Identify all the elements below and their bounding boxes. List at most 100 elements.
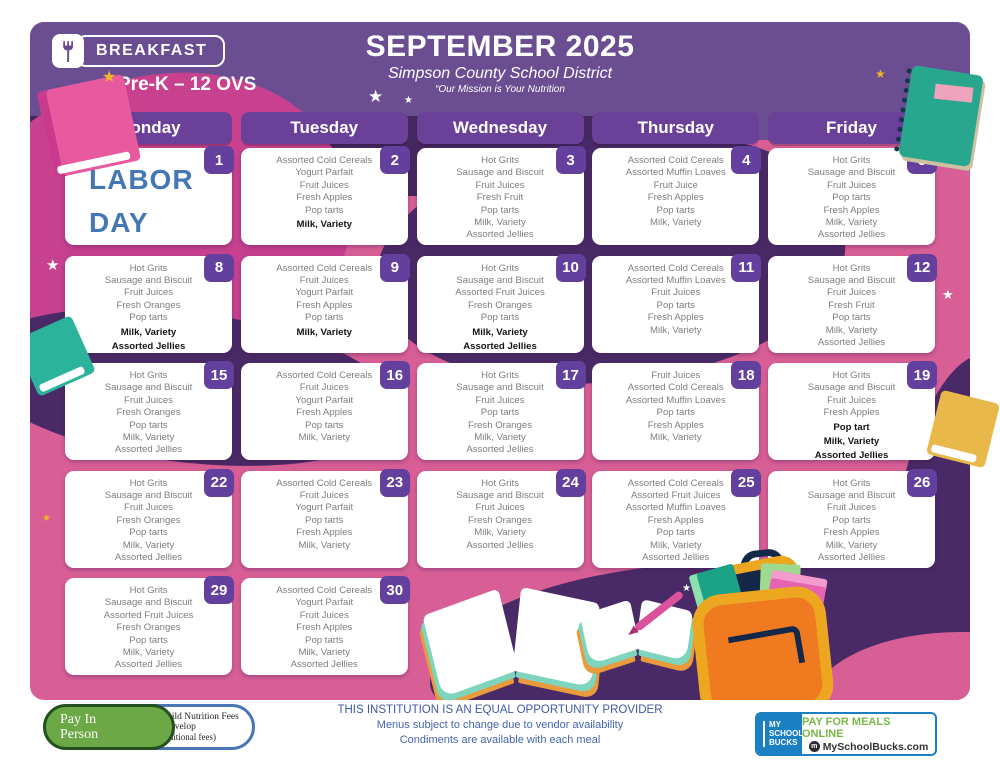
menu-items: Assorted Cold Cereals Assorted Muffin Loa…	[592, 256, 759, 337]
msb-site-line: m MySchoolBucks.com	[808, 741, 928, 753]
menu-item: Milk, Variety	[122, 647, 175, 659]
backpack-zipper	[727, 624, 806, 675]
menu-items: Hot Grits Sausage and Biscuit Fruit Juices…	[65, 471, 232, 565]
open-book-icon	[422, 574, 601, 698]
star-icon: ★	[46, 257, 60, 274]
menu-item: Milk, Variety	[122, 539, 175, 551]
menu-item: Hot Grits	[481, 370, 519, 381]
menu-item: Assorted Jellies	[466, 539, 534, 551]
menu-item: Fresh Oranges	[468, 419, 532, 431]
msb-logo-line: SCHOOL	[769, 729, 804, 738]
menu-item: Milk, Variety	[649, 324, 702, 336]
day-cell: 2 Assorted Cold Cereals Yogurt Parfait Frui…	[240, 146, 410, 245]
menu-item: Hot Grits	[129, 585, 168, 596]
date-badge: 17	[555, 361, 586, 389]
menu-item: Pop tarts	[305, 514, 344, 526]
star-icon: ★	[942, 287, 954, 302]
menu-items: Hot Grits Sausage and Biscuit Fruit Juices…	[768, 148, 935, 242]
menu-item: Assorted Fruit Juices	[455, 287, 545, 299]
footer-notices: THIS INSTITUTION IS AN EQUAL OPPORTUNITY…	[0, 704, 1000, 749]
menu-item: Fresh Oranges	[468, 514, 532, 526]
menu-item: Pop tarts	[656, 407, 695, 419]
menu-item: Hot Grits	[832, 262, 871, 274]
day-cell: 19 Hot Grits Sausage and Biscuit Fruit Juic…	[768, 361, 937, 463]
menu-item: Assorted Jellies	[817, 336, 886, 348]
date-badge: 22	[204, 468, 234, 497]
book-page	[422, 588, 519, 698]
menu-item: Milk, Variety	[649, 432, 702, 444]
menu-item: Assorted Jellies	[817, 229, 886, 241]
menu-item: Fresh Apples	[296, 299, 353, 311]
backpack-body	[689, 583, 837, 700]
day-cell: 26 Hot Grits Sausage and Biscuit Fruit Juic…	[768, 468, 937, 568]
menu-item: Assorted Muffin Loaves	[625, 274, 726, 286]
menu-item: Fresh Oranges	[116, 299, 181, 311]
menu-item: Fruit Juices	[123, 394, 174, 406]
menu-item: Fresh Apples	[296, 407, 353, 419]
date-badge: 30	[379, 576, 410, 604]
menu-item: Sausage and Biscuit	[807, 274, 896, 286]
menu-item: Fruit Juices	[123, 287, 174, 299]
menu-item: Yogurt Parfait	[295, 597, 354, 609]
date-badge: 23	[379, 468, 410, 497]
menu-item: Fruit Juices	[299, 179, 349, 191]
menu-item: Yogurt Parfait	[295, 167, 354, 179]
day-cell: 17 Hot Grits Sausage and Biscuit Fruit Juic…	[416, 361, 586, 460]
date-badge: 16	[379, 361, 410, 389]
date-badge: 24	[555, 468, 586, 497]
menu-item: Milk, Variety	[298, 647, 351, 659]
menu-item: Assorted Jellies	[642, 551, 710, 563]
menu-item: Assorted Fruit Juices	[103, 609, 194, 621]
menu-item: Assorted Jellies	[114, 444, 183, 456]
menu-item: Hot Grits	[832, 155, 871, 166]
menu-item: Assorted Cold Cereals	[627, 262, 724, 274]
menu-items: Assorted Cold Cereals Fruit Juices Yogurt …	[241, 256, 408, 339]
holiday-label: LABOR DAY	[89, 164, 194, 238]
star-icon: ★	[102, 69, 117, 86]
day-header-wednesday: Wednesday	[416, 112, 584, 144]
backpack-icon	[679, 543, 848, 700]
menu-item: Sausage and Biscuit	[807, 167, 896, 179]
day-cell: 3 Hot Grits Sausage and Biscuit Fruit Juice…	[416, 146, 586, 245]
grade-range-label: Pre-K – 12 OVS	[118, 74, 257, 95]
date-badge: 29	[204, 576, 234, 604]
menu-item: Hot Grits	[481, 477, 519, 489]
month-title: SEPTEMBER 2025	[365, 30, 635, 63]
menu-item: Assorted Cold Cereals	[627, 477, 724, 489]
myschoolbucks-logo: MY SCHOOL BUCKS	[757, 714, 804, 754]
pay-online-headline: PAY FOR MEALS ONLINE	[802, 715, 891, 740]
menu-item: Fruit Juices	[826, 502, 877, 514]
menu-item: Milk, Variety	[825, 324, 878, 336]
menu-items: Assorted Cold Cereals Fruit Juices Yogurt …	[241, 471, 408, 552]
menu-change-notice: Menus subject to change due to vendor av…	[376, 719, 624, 731]
day-cell: 11 Assorted Cold Cereals Assorted Muffin L…	[592, 253, 762, 353]
date-badge: 4	[731, 146, 762, 174]
menu-item: Assorted Cold Cereals	[276, 585, 373, 596]
menu-item: Sausage and Biscuit	[456, 382, 544, 394]
menu-item: Assorted Cold Cereals	[276, 477, 373, 489]
menu-item: Assorted Jellies	[466, 444, 534, 456]
pay-in-person-pill: Request a Child Nutrition Fees Envelop (…	[43, 704, 255, 752]
menu-items: Hot Grits Sausage and Biscuit Assorted Fru…	[65, 578, 232, 672]
day-cell: 10 Hot Grits Sausage and Biscuit Assorted F…	[416, 253, 586, 354]
day-cell: 30 Assorted Cold Cereals Yogurt Parfait Fru…	[240, 576, 410, 675]
menu-item: Pop tarts	[656, 527, 695, 539]
menu-items: Assorted Cold Cereals Yogurt Parfait Fruit…	[241, 148, 408, 231]
menu-items: Hot Grits Sausage and Biscuit Assorted Fru…	[417, 256, 584, 354]
menu-item: Assorted Muffin Loaves	[625, 394, 726, 406]
msb-circle-icon: m	[808, 741, 820, 752]
menu-item: Fresh Oranges	[116, 514, 181, 526]
menu-item: Fresh Apples	[296, 622, 353, 634]
menu-item: Milk, Variety	[298, 432, 351, 444]
menu-item: Fruit Juices	[299, 382, 349, 394]
day-cell: 9 Assorted Cold Cereals Fruit Juices Yogurt…	[240, 253, 410, 353]
menu-item: Sausage and Biscuit	[104, 274, 193, 286]
menu-item: Assorted Jellies	[463, 340, 537, 352]
day-cell: 25 Assorted Cold Cereals Assorted Fruit Ju…	[592, 468, 762, 568]
menu-item: Milk, Variety	[823, 436, 880, 448]
condiments-notice: Condiments are available with each meal	[399, 734, 601, 746]
menu-item: Hot Grits	[481, 155, 519, 166]
day-header-row: Monday Tuesday Wednesday Thursday Friday	[65, 112, 935, 144]
menu-items: Hot Grits Sausage and Biscuit Fruit Juices…	[768, 363, 935, 463]
menu-items: Assorted Cold Cereals Assorted Muffin Loa…	[592, 148, 759, 229]
